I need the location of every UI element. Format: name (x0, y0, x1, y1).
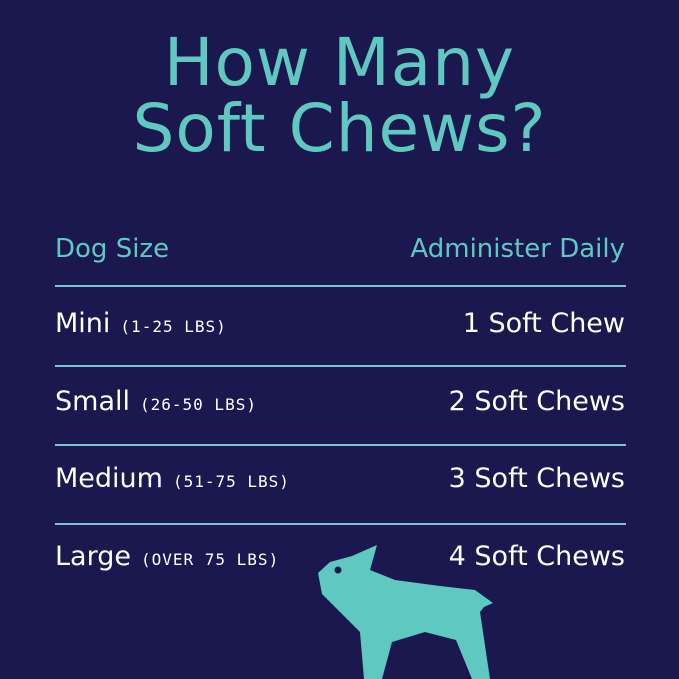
divider (55, 444, 626, 446)
title-line-1: How Many (163, 24, 516, 101)
row-size: Medium (51-75 LBS) (55, 463, 290, 494)
row-size: Large (OVER 75 LBS) (55, 541, 280, 572)
row-dose: 2 Soft Chews (448, 386, 625, 417)
row-size: Mini (1-25 LBS) (55, 308, 227, 339)
row-dose: 3 Soft Chews (448, 463, 625, 494)
divider (55, 523, 626, 525)
header-administer-daily: Administer Daily (410, 234, 625, 264)
header-dog-size: Dog Size (55, 234, 170, 264)
row-size: Small (26-50 LBS) (55, 386, 257, 417)
divider (55, 285, 626, 287)
divider (55, 365, 626, 367)
row-dose: 1 Soft Chew (462, 308, 625, 339)
row-dose: 4 Soft Chews (448, 541, 625, 572)
title-line-2: Soft Chews? (132, 90, 547, 167)
